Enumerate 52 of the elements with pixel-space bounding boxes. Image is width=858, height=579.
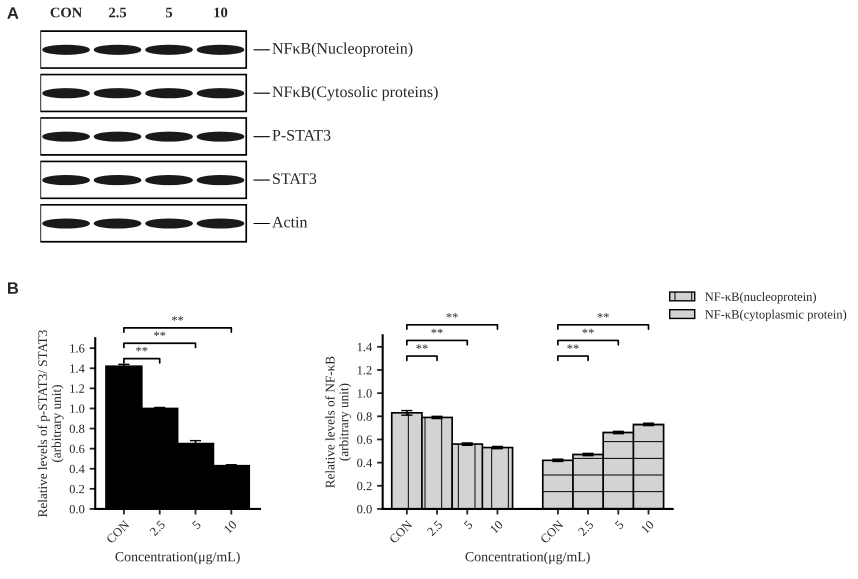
text: ** bbox=[154, 332, 166, 336]
annotation: ** bbox=[416, 344, 428, 349]
category-label: Actin bbox=[272, 216, 308, 228]
y-tick-label: 1.4 bbox=[358, 342, 372, 352]
chart-title: B bbox=[8, 282, 18, 294]
text: ** bbox=[172, 316, 184, 321]
text: ** bbox=[598, 313, 609, 318]
y-tick-label: 0.2 bbox=[70, 484, 84, 494]
x-tick-label: 5 bbox=[464, 520, 474, 530]
legend-label: NF-κB(cytoplasmic protein) bbox=[705, 310, 846, 322]
y-tick-label: 1.0 bbox=[358, 389, 372, 398]
y-tick-label: 0.2 bbox=[357, 482, 372, 490]
category-label: 2.5 bbox=[109, 8, 126, 18]
annotation: ** bbox=[136, 346, 148, 352]
category-label: CON bbox=[50, 8, 82, 18]
y-axis-title: Relative levels of NF-κB (arbitrary unit) bbox=[325, 356, 352, 488]
x-tick-label: 10 bbox=[224, 520, 238, 534]
y-tick-label: 1.4 bbox=[70, 364, 85, 373]
x-tick-label: 2.5 bbox=[426, 520, 443, 536]
x-tick-label: 2.5 bbox=[578, 520, 594, 536]
category-label: P-STAT3 bbox=[272, 130, 330, 141]
category-label: STAT3 bbox=[273, 173, 316, 184]
y-tick-label: 0.8 bbox=[357, 412, 372, 421]
y-tick-label: 1.0 bbox=[70, 404, 84, 413]
x-tick-label: 10 bbox=[490, 520, 504, 534]
y-axis-title: Relative levels of p-STAT3/ STAT3 (arbitrary unit) bbox=[38, 330, 64, 518]
text: ** bbox=[431, 328, 443, 334]
y-tick-label: 1.2 bbox=[70, 384, 84, 393]
x-tick-label: 2.5 bbox=[149, 520, 166, 536]
category-label: NFκB(Nucleoprotein) bbox=[272, 42, 412, 58]
x-tick-label: 10 bbox=[640, 520, 654, 534]
y-tick-label: 0.6 bbox=[357, 435, 372, 444]
y-tick-label: 0.4 bbox=[70, 464, 85, 474]
x-tick-label: 5 bbox=[614, 520, 624, 530]
annotation: ** bbox=[567, 344, 579, 349]
y-tick-label: 0.8 bbox=[70, 424, 84, 434]
category-label: 5 bbox=[166, 8, 172, 18]
text: ** bbox=[446, 313, 458, 318]
y-tick-label: 0.0 bbox=[357, 504, 372, 514]
x-axis-title: Concentration(μg/mL) bbox=[466, 552, 590, 564]
y-tick-label: 0.4 bbox=[357, 458, 372, 468]
text: A bbox=[7, 7, 18, 19]
category-label: NFκB(Cytosolic proteins) bbox=[272, 86, 438, 100]
text: ** bbox=[582, 328, 594, 334]
y-tick-label: 1.6 bbox=[70, 344, 84, 353]
category-label: 10 bbox=[214, 8, 228, 18]
x-tick-label: 5 bbox=[192, 520, 202, 530]
y-tick-label: 0.0 bbox=[70, 504, 84, 514]
y-tick-label: 1.2 bbox=[358, 366, 372, 374]
legend-label: NF-κB(nucleoprotein) bbox=[705, 292, 816, 304]
x-axis-title: Concentration(μg/mL) bbox=[115, 552, 240, 564]
y-tick-label: 0.6 bbox=[70, 444, 84, 454]
